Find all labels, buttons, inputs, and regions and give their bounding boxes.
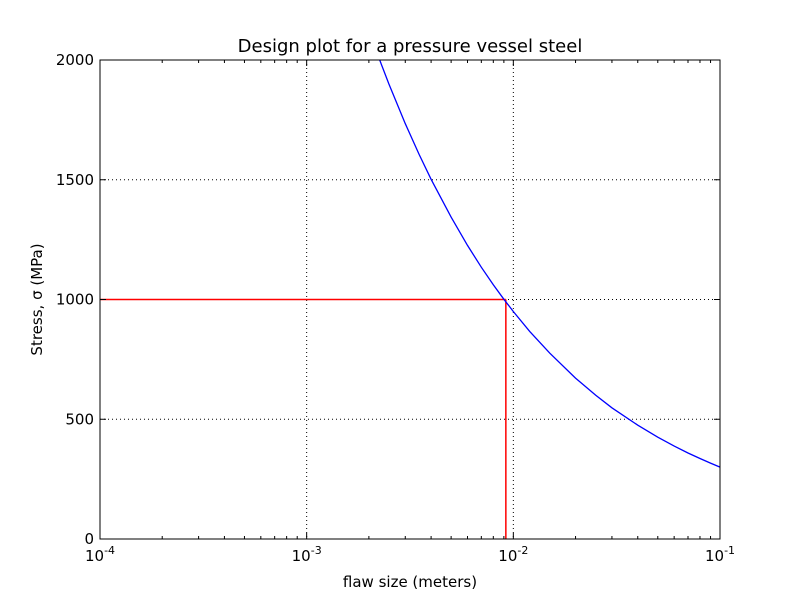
series xyxy=(379,59,721,468)
y-tick-label: 2000 xyxy=(56,51,94,69)
x-axis-label: flaw size (meters) xyxy=(343,573,477,591)
y-tick-label: 500 xyxy=(65,410,94,428)
y-axis-label: Stress, σ (MPa) xyxy=(28,243,46,355)
annotations xyxy=(100,298,507,539)
chart-title: Design plot for a pressure vessel steel xyxy=(238,36,583,57)
stress-curve xyxy=(379,59,721,468)
y-tick-label: 0 xyxy=(84,530,94,548)
x-tick-label: 10-2 xyxy=(498,544,528,565)
y-tick-label: 1500 xyxy=(56,171,94,189)
grid xyxy=(100,60,720,539)
y-tick-label: 1000 xyxy=(56,291,94,309)
x-tick-label: 10-3 xyxy=(292,544,322,565)
x-tick-label: 10-1 xyxy=(705,544,735,565)
x-tick-label: 10-4 xyxy=(85,544,115,565)
ticks: 0 500 1000 1500 2000 10-4 10-3 10-2 10-1 xyxy=(56,51,735,565)
